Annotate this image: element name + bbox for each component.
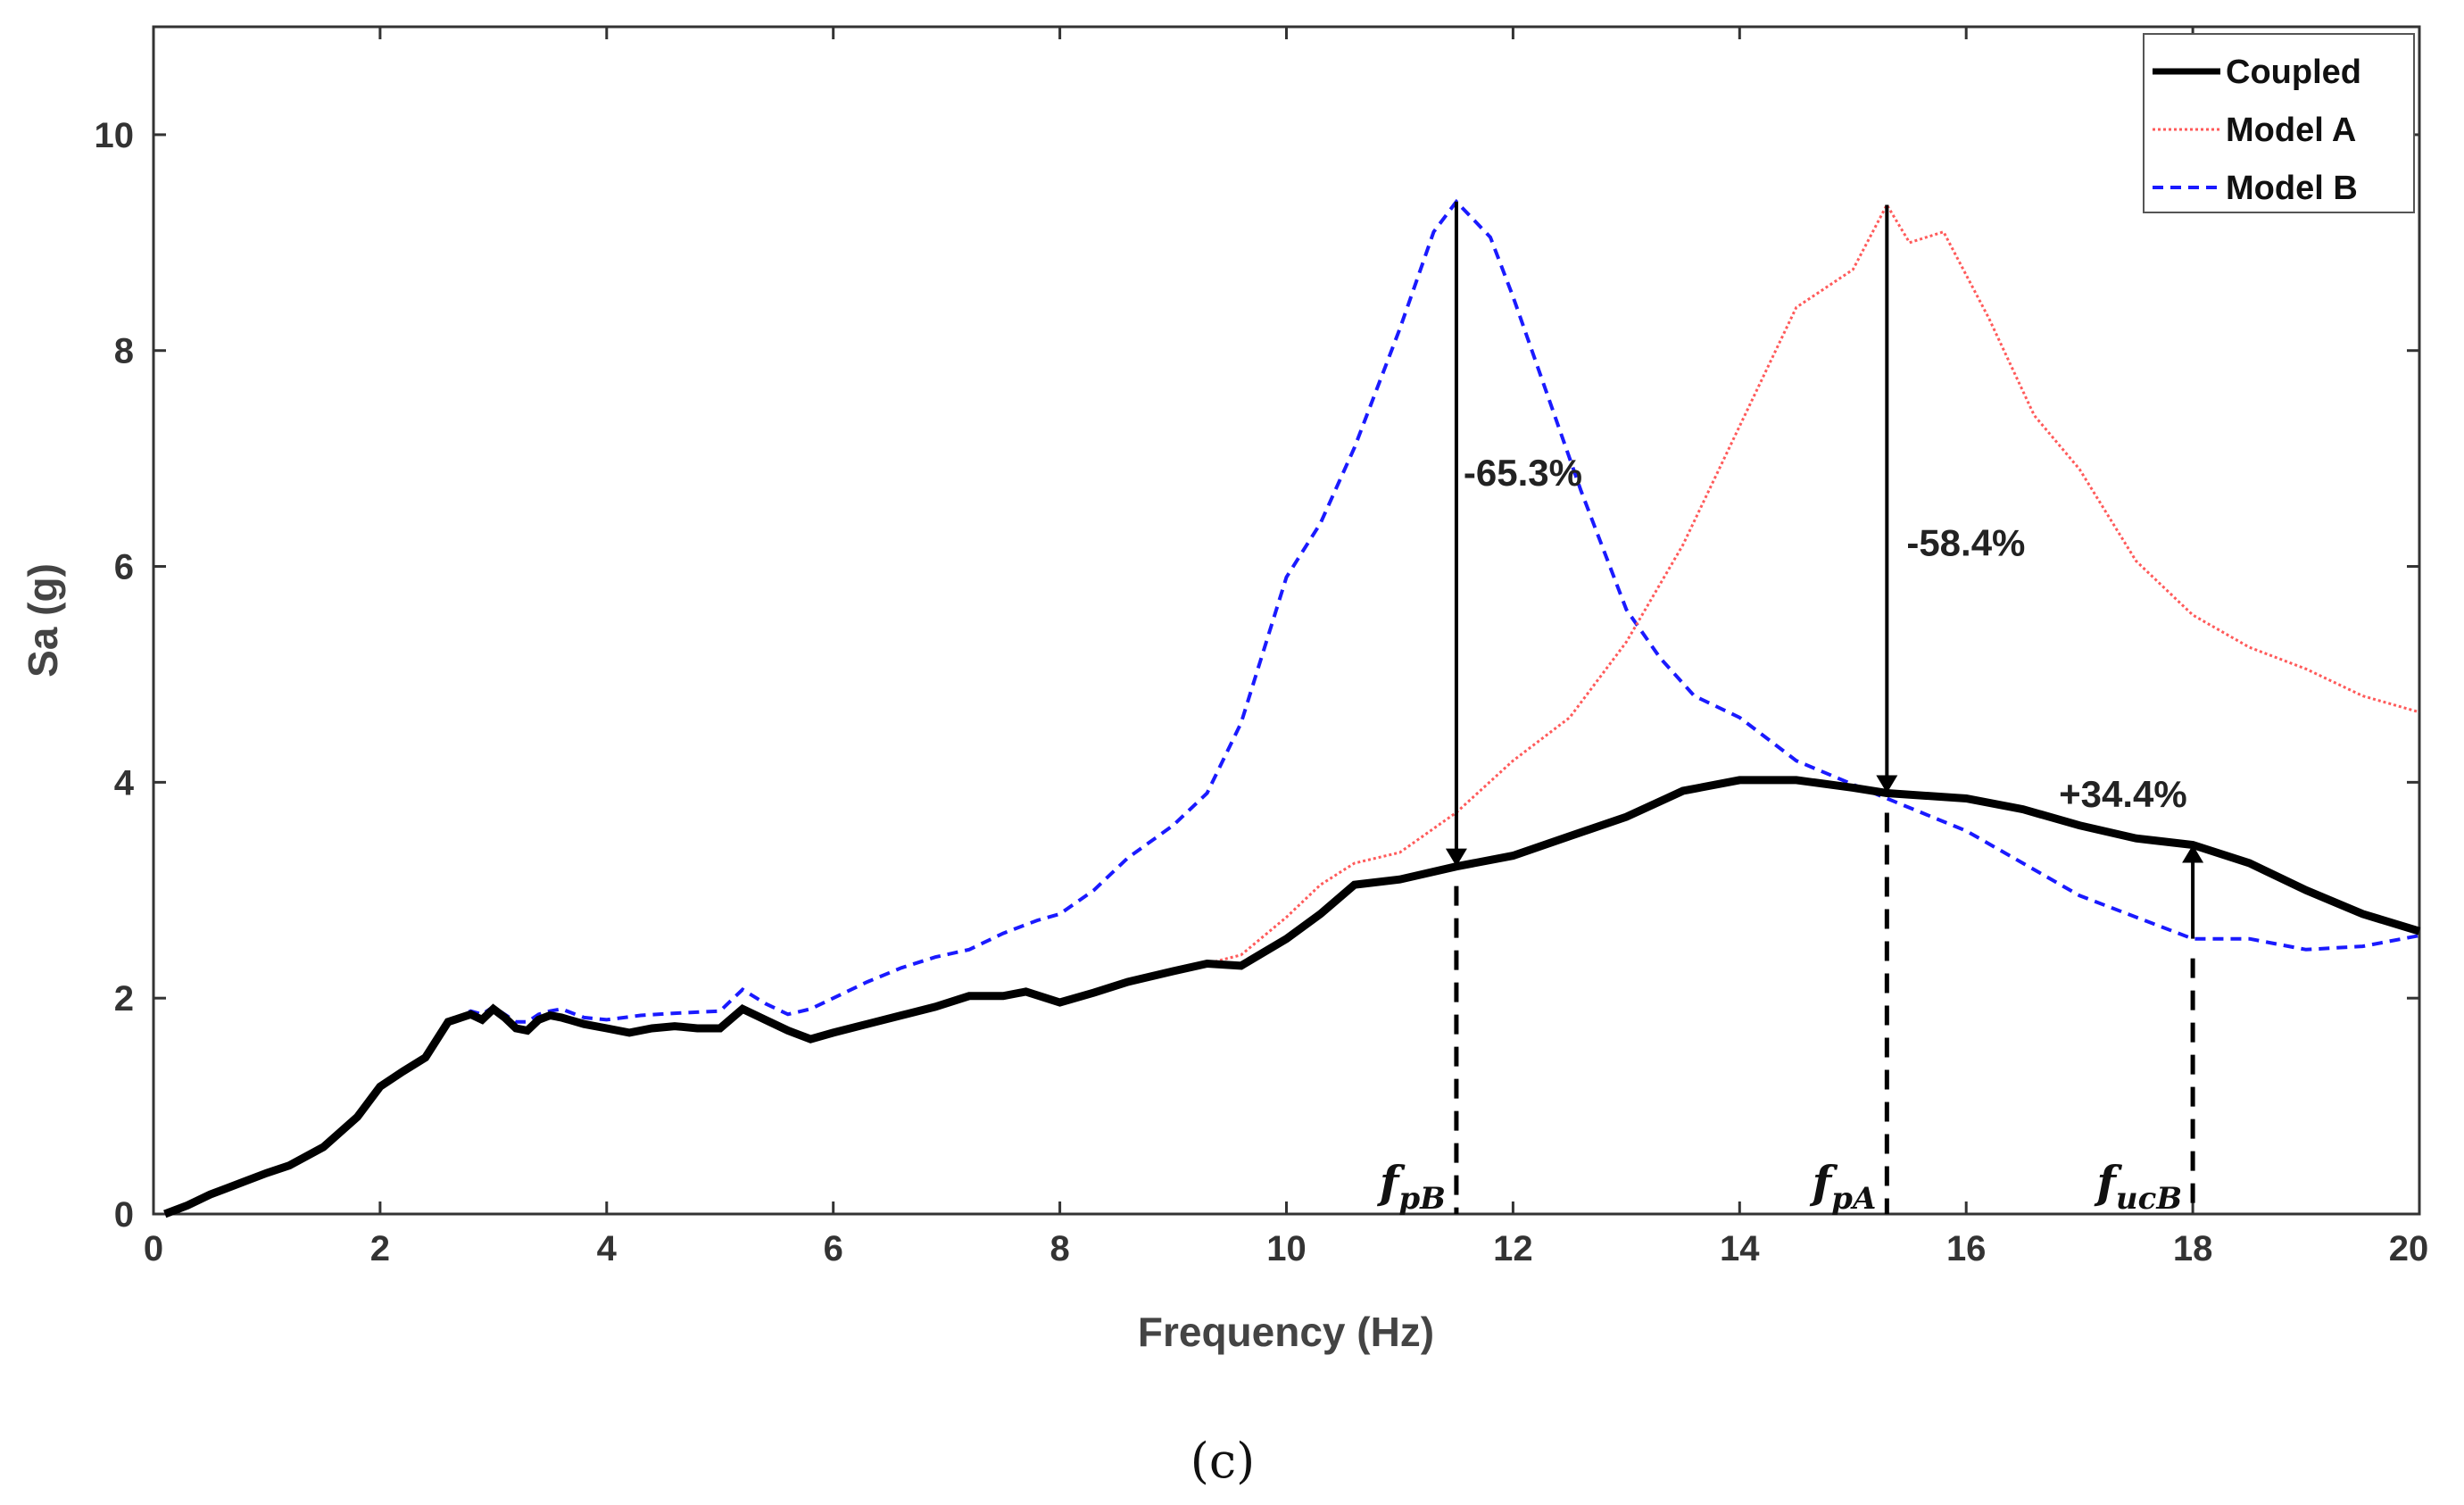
y-tick-label: 0	[114, 1195, 134, 1235]
x-tick-label: 8	[1049, 1229, 1069, 1268]
legend-label-model-a: Model A	[2226, 112, 2356, 149]
annotation-arrow-head	[2182, 844, 2204, 863]
legend-box	[2143, 33, 2415, 213]
legend: Coupled Model A Model B	[2143, 33, 2415, 213]
annotation-layer: -65.3% -58.4% +34.4%	[1445, 201, 2204, 939]
y-tick-label: 2	[114, 979, 134, 1019]
x-axis-title: Frequency (Hz)	[1138, 1309, 1434, 1355]
series-line-coupled	[163, 776, 2421, 1218]
annotation-arrow-head	[1445, 848, 1467, 867]
annotation-label: -65.3%	[1464, 452, 1582, 494]
x-tick-label: 4	[597, 1229, 618, 1268]
x-tick-label: 10	[1266, 1229, 1307, 1268]
x-tick-label: 12	[1493, 1229, 1533, 1268]
legend-label-coupled: Coupled	[2226, 54, 2361, 91]
x-tick-label: 6	[824, 1229, 843, 1268]
y-tick-label: 4	[114, 763, 135, 802]
legend-label-model-b: Model B	[2226, 170, 2358, 207]
x-tick-label: 20	[2389, 1229, 2429, 1268]
annotation-arrow-head	[1876, 775, 1898, 794]
x-tick-label: 14	[1720, 1229, 1760, 1268]
y-tick-label: 8	[114, 332, 134, 371]
series-layer	[163, 198, 2421, 1218]
ticks-layer: 0 2 4 6 8 10 12 14 16 18 20 0 2 4 6 8 10	[95, 27, 2429, 1268]
y-tick-label: 6	[114, 548, 134, 587]
annotation-label: +34.4%	[2059, 773, 2187, 815]
y-axis-title: Sa (g)	[20, 563, 66, 678]
x-tick-label: 2	[370, 1229, 390, 1268]
x-tick-label: 18	[2173, 1229, 2213, 1268]
annotation-label: -58.4%	[1906, 521, 2025, 563]
figure-caption: (c)	[1191, 1433, 1255, 1489]
y-tick-label: 10	[95, 116, 135, 155]
x-tick-label: 0	[144, 1229, 163, 1268]
plot-frame	[152, 25, 2421, 1216]
x-tick-label: 16	[1946, 1229, 1987, 1268]
